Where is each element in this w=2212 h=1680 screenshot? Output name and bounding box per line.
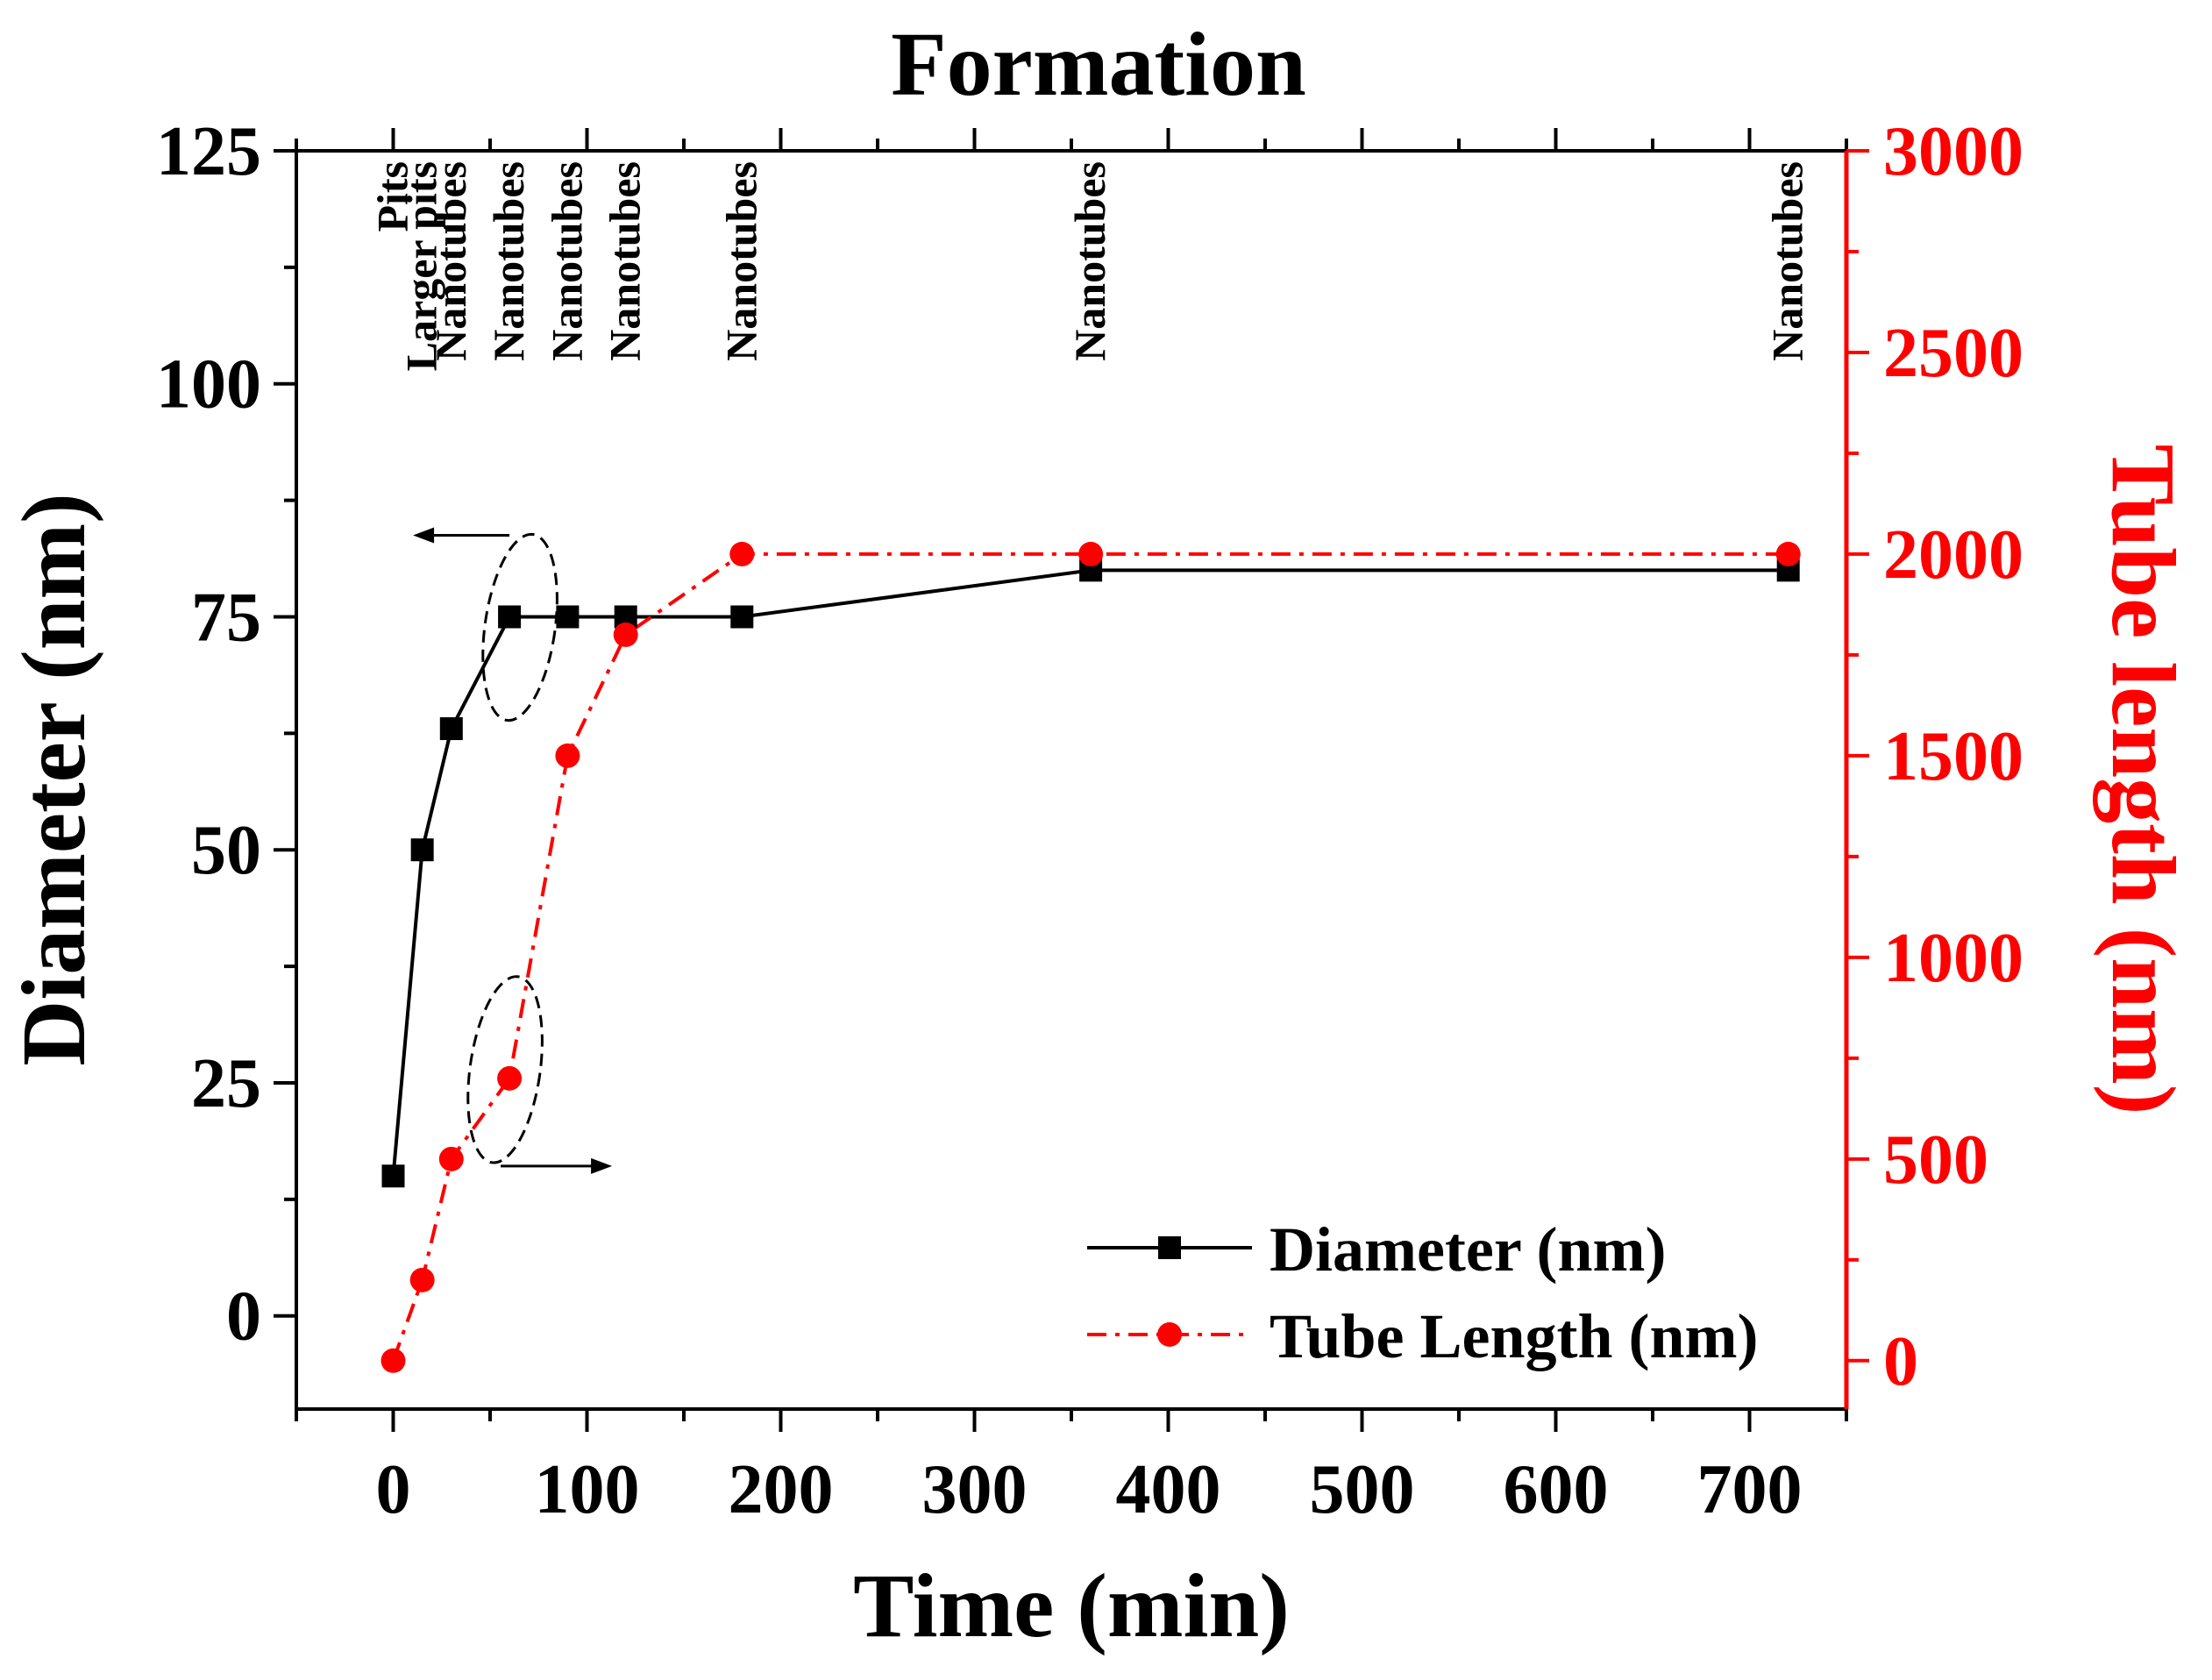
annotation-ellipses [413,527,613,1174]
legend-marker [1157,1322,1182,1347]
y2-tick-label: 2000 [1883,516,2024,594]
y-tick-label: 50 [191,812,261,889]
data-point [439,717,463,741]
y-tick-label: 100 [156,346,261,424]
series-line [391,568,1789,1177]
data-point [729,541,755,566]
legend: Diameter (nm) Tube Length (nm) [1087,1214,1758,1371]
y2-axis-label: Tube length (nm) [2093,445,2194,1115]
y-tick-label: 25 [191,1045,261,1122]
data-point [438,1146,464,1171]
y2-tick-label: 3000 [1883,113,2024,190]
x-tick-label: 0 [376,1451,411,1528]
data-point [497,1065,523,1091]
legend-label: Tube Length (nm) [1270,1301,1758,1371]
annotation-label: Nanotubes [601,161,650,361]
y-tick-label: 0 [226,1278,261,1356]
data-point [556,605,580,629]
y2-tick-label: 500 [1883,1121,1988,1199]
annotation-label: Nanotubes [426,161,475,361]
x-axis-label: Time (min) [853,1555,1290,1656]
chart-title: Formation [891,14,1306,115]
y2-tick-label: 1000 [1883,920,2024,997]
x-tick-label: 700 [1697,1451,1803,1528]
annotation-ellipse [481,532,558,723]
data-point [498,605,522,629]
annotation-label: Nanotubes [716,161,765,361]
y-tick-label: 75 [191,579,261,656]
series-markers [381,541,1801,1373]
y-axis-left: 0 25 50 75 100 125 [156,113,296,1356]
data-point [1775,541,1801,566]
annotation-label: Nanotubes [542,161,591,361]
data-point [555,743,580,768]
y-tick-label: 125 [156,113,261,190]
x-tick-label: 400 [1116,1451,1221,1528]
data-point [1078,541,1104,566]
annotation-label: Larger pits [397,161,446,371]
data-point [410,838,434,862]
axis-arrow-left-head [413,527,435,544]
data-point [409,1267,435,1292]
y2-tick-label: 2500 [1883,315,2024,392]
data-point [381,1348,406,1373]
x-tick-label: 600 [1504,1451,1609,1528]
data-point [381,1164,405,1188]
x-tick-label: 100 [535,1451,640,1528]
y2-tick-label: 0 [1883,1323,1918,1400]
annotation-label: Nanotubes [1065,161,1114,361]
legend-marker [1158,1236,1181,1259]
axis-arrow-right-head [591,1157,613,1174]
y-axis-right: 0 500 1000 1500 2000 2500 3000 [1844,113,2024,1409]
annotation-label: Nanotubes [1763,161,1812,361]
x-tick-label: 500 [1310,1451,1415,1528]
x-tick-label: 300 [922,1451,1028,1528]
annotation-label: Pits [368,161,417,232]
legend-label: Diameter (nm) [1270,1214,1667,1285]
annotation-ellipse [466,975,544,1164]
y-axis-label: Diameter (nm) [4,493,104,1066]
data-point [613,622,638,647]
y2-tick-label: 1500 [1883,718,2024,795]
x-axis: 0 100 200 300 400 500 600 700 [295,128,1848,1528]
data-point [730,605,754,629]
x-tick-label: 200 [729,1451,834,1528]
annotation-label: Nanotubes [484,161,533,361]
